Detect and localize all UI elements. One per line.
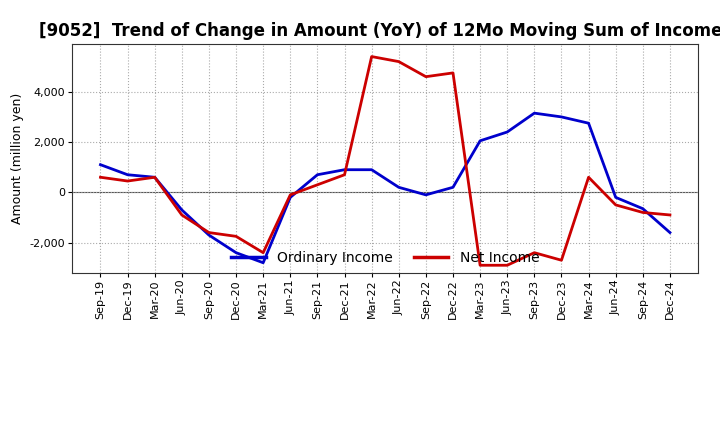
Ordinary Income [611, 195, 620, 200]
Ordinary Income [96, 162, 105, 167]
Line: Net Income: Net Income [101, 57, 670, 265]
Net Income [259, 250, 268, 255]
Line: Ordinary Income: Ordinary Income [101, 113, 670, 263]
Ordinary Income [449, 185, 457, 190]
Net Income [313, 182, 322, 187]
Legend: Ordinary Income, Net Income: Ordinary Income, Net Income [225, 246, 545, 271]
Ordinary Income [259, 260, 268, 265]
Ordinary Income [204, 232, 213, 238]
Net Income [476, 263, 485, 268]
Ordinary Income [313, 172, 322, 177]
Ordinary Income [584, 121, 593, 126]
Ordinary Income [286, 195, 294, 200]
Net Income [611, 202, 620, 208]
Net Income [639, 210, 647, 215]
Ordinary Income [476, 138, 485, 143]
Net Income [557, 257, 566, 263]
Title: [9052]  Trend of Change in Amount (YoY) of 12Mo Moving Sum of Incomes: [9052] Trend of Change in Amount (YoY) o… [38, 22, 720, 40]
Ordinary Income [639, 206, 647, 211]
Net Income [286, 192, 294, 198]
Net Income [449, 70, 457, 76]
Net Income [150, 175, 159, 180]
Ordinary Income [341, 167, 349, 172]
Net Income [584, 175, 593, 180]
Net Income [503, 263, 511, 268]
Net Income [96, 175, 105, 180]
Ordinary Income [232, 250, 240, 255]
Net Income [367, 54, 376, 59]
Net Income [178, 213, 186, 218]
Net Income [665, 213, 674, 218]
Ordinary Income [150, 175, 159, 180]
Net Income [421, 74, 430, 79]
Net Income [341, 172, 349, 177]
Net Income [232, 234, 240, 239]
Ordinary Income [530, 110, 539, 116]
Net Income [530, 250, 539, 255]
Ordinary Income [367, 167, 376, 172]
Net Income [395, 59, 403, 64]
Net Income [123, 178, 132, 183]
Ordinary Income [557, 114, 566, 120]
Ordinary Income [503, 129, 511, 135]
Ordinary Income [421, 192, 430, 198]
Ordinary Income [178, 207, 186, 213]
Ordinary Income [123, 172, 132, 177]
Y-axis label: Amount (million yen): Amount (million yen) [11, 93, 24, 224]
Net Income [204, 230, 213, 235]
Ordinary Income [665, 230, 674, 235]
Ordinary Income [395, 185, 403, 190]
